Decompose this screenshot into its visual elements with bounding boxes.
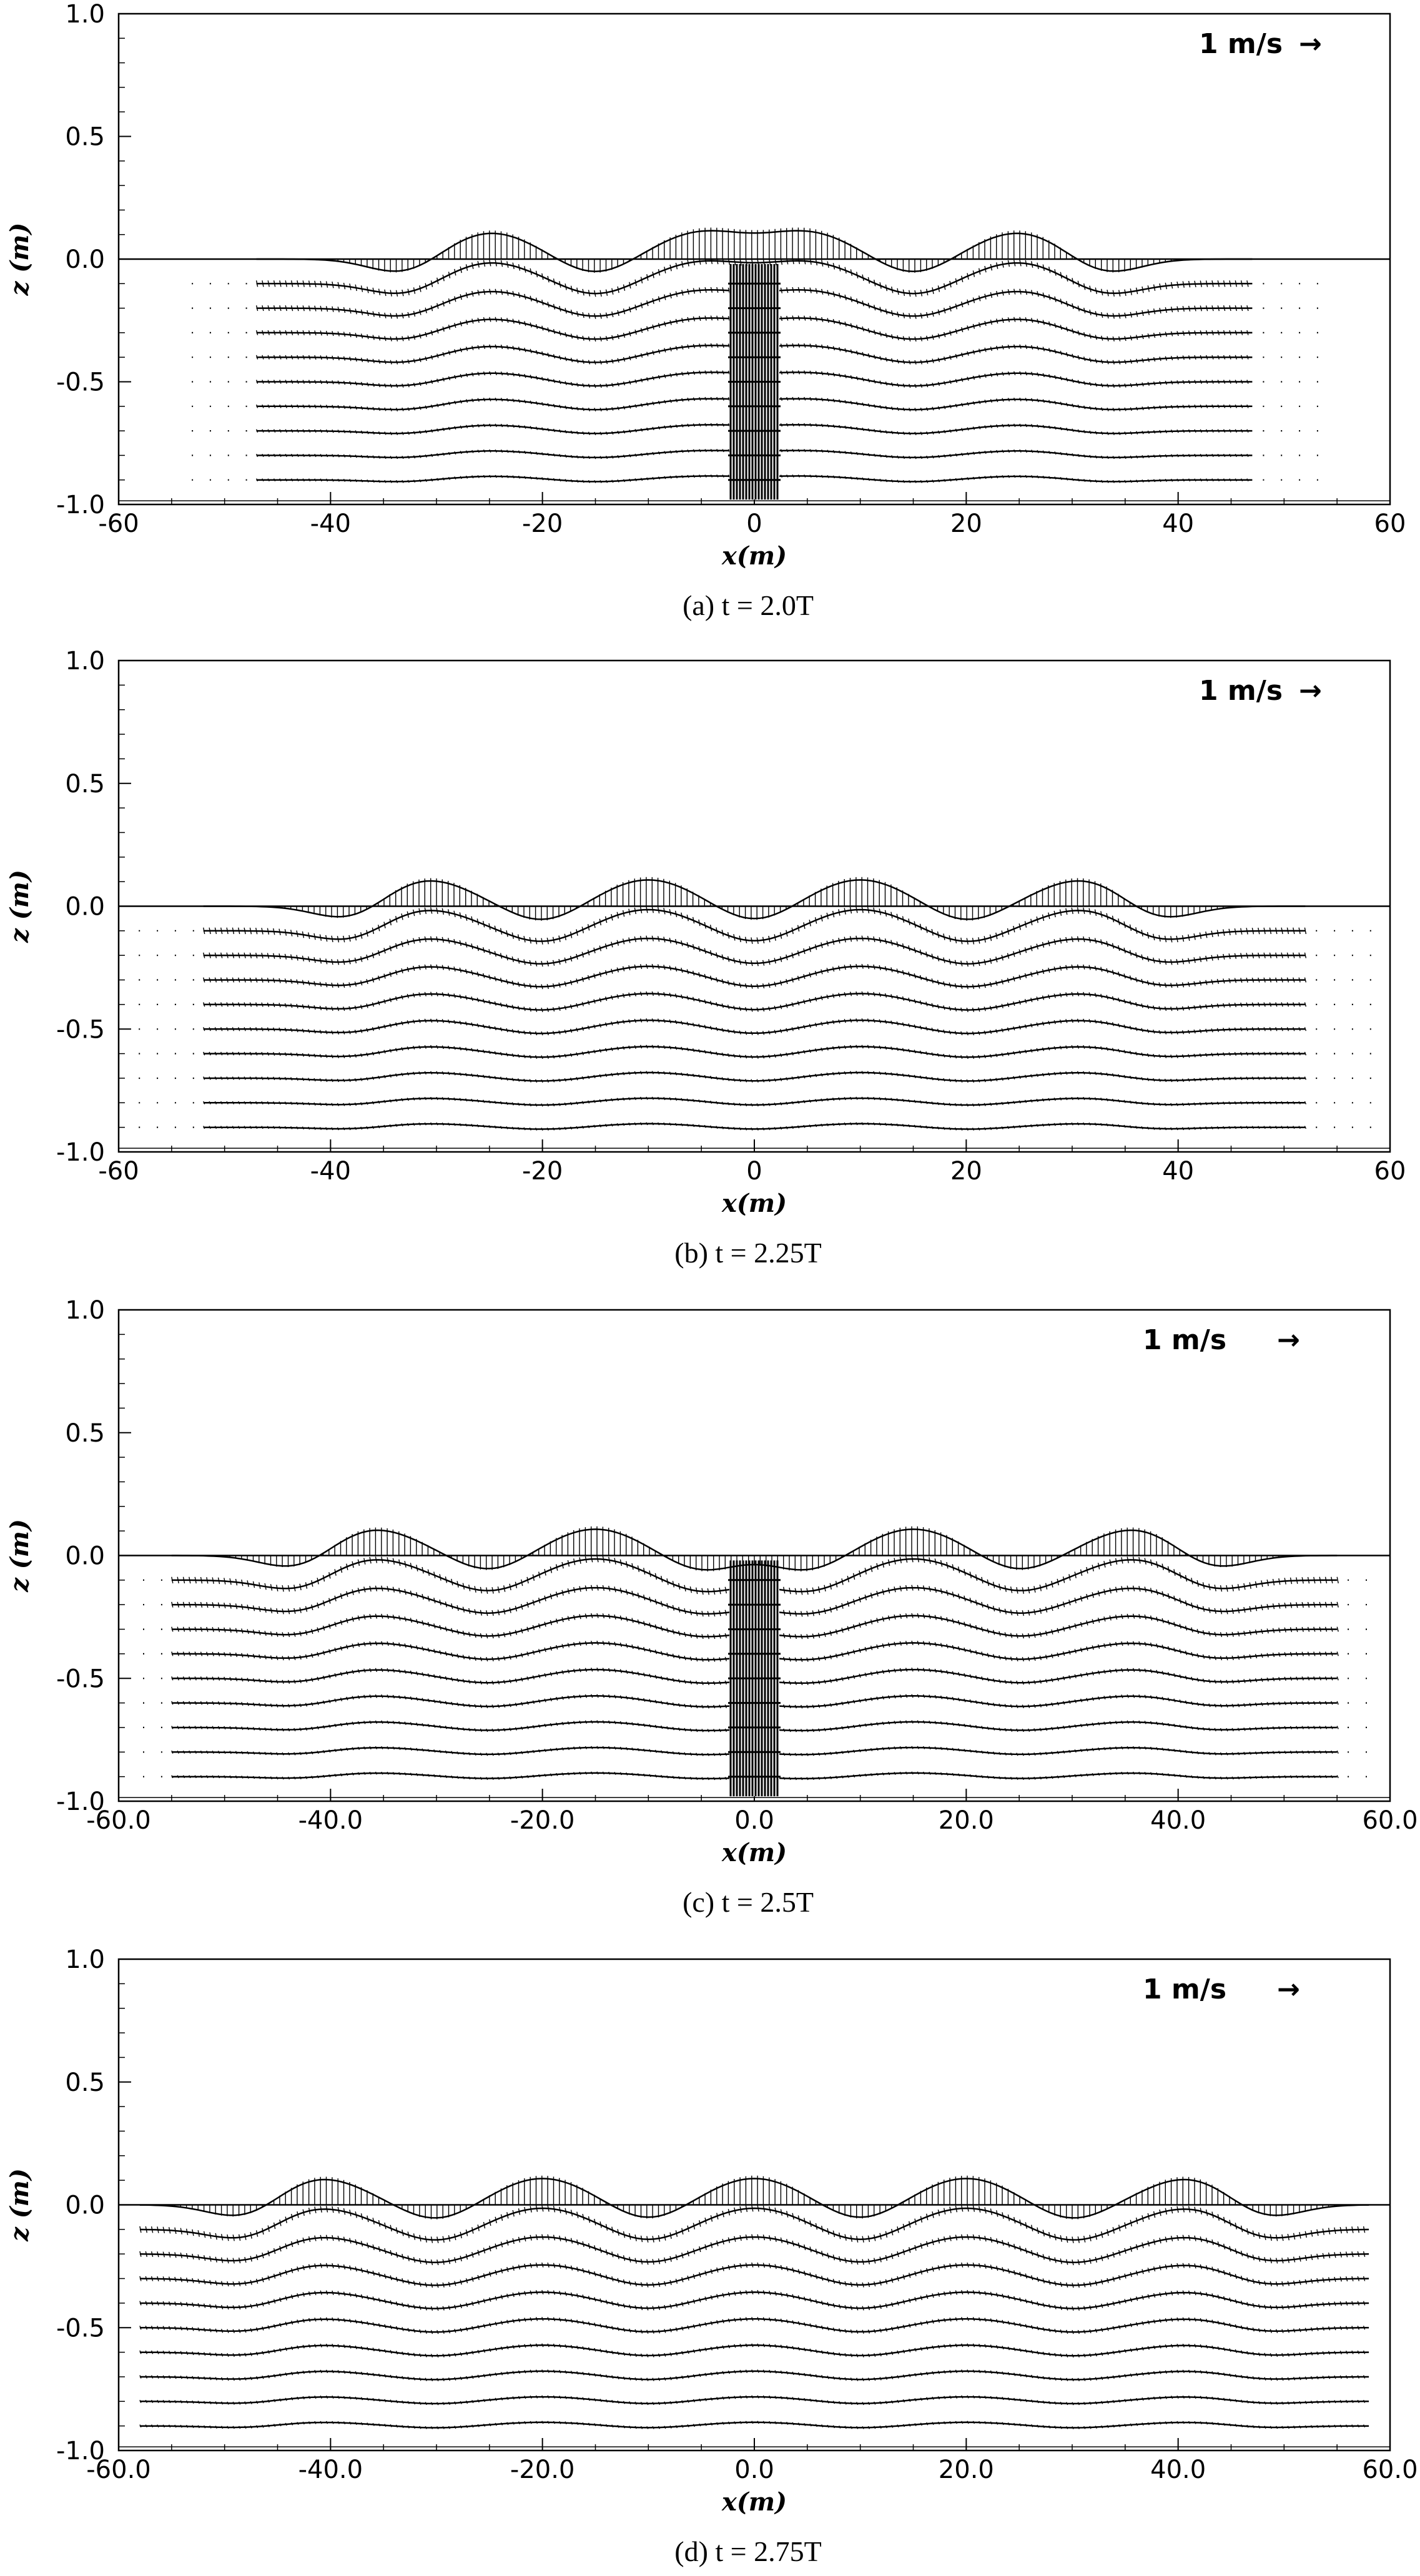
x-tick-label: 60 [1374, 509, 1406, 538]
x-tick-label: 0.0 [734, 2456, 774, 2484]
x-tick-label: -60 [98, 1157, 139, 1186]
y-tick-label: 0.5 [65, 2068, 105, 2097]
y-tick-label: 1.0 [65, 647, 105, 676]
y-tick-label: 1.0 [65, 1945, 105, 1974]
x-tick-label: 20.0 [939, 1806, 994, 1835]
scale-label: 1 m/s [1199, 675, 1283, 707]
x-tick-label: -60 [98, 509, 139, 538]
x-tick-label: 0 [746, 509, 762, 538]
subplot-d: -1.0 -0.5 0.0 0.5 1.0 -60.0 -40.0 -20.0 0.0 20.0 4… [5, 1945, 1418, 2567]
y-axis-label: z (m) [5, 2168, 34, 2242]
y-tick-label: 1.0 [65, 1296, 105, 1325]
x-axis-label: x(m) [721, 541, 787, 571]
jet-vectors [728, 263, 781, 500]
x-tick-label: 20 [950, 509, 982, 538]
y-tick-label: 0.5 [65, 1419, 105, 1448]
y-tick-label: -1.0 [56, 1787, 105, 1816]
x-tick-label: -60.0 [86, 2456, 151, 2484]
x-tick-label: -20 [522, 509, 563, 538]
outer-dots [143, 1579, 1367, 1777]
jet-vectors [728, 1560, 781, 1797]
subplot-b: -1.0 -0.5 0.0 0.5 1.0 -60 -40 -20 0 20 40 60 x(m) z (… [5, 647, 1406, 1269]
x-tick-label: 60.0 [1362, 2456, 1418, 2484]
x-tick-label: 60.0 [1362, 1806, 1418, 1835]
y-tick-label: 0.0 [65, 245, 105, 274]
y-axis-label: z (m) [5, 1519, 34, 1593]
y-tick-label: -0.5 [56, 1015, 105, 1044]
y-tick-label: -1.0 [56, 2437, 105, 2465]
scale-arrow-icon: → [1299, 675, 1322, 707]
x-tick-label: 20 [950, 1157, 982, 1186]
scale-label: 1 m/s [1199, 28, 1283, 60]
x-tick-label: -40 [310, 1157, 351, 1186]
scale-label: 1 m/s [1143, 1324, 1226, 1356]
y-tick-label: 1.0 [65, 0, 105, 29]
x-tick-label: -40.0 [298, 1806, 363, 1835]
subplot-caption: (b) t = 2.25T [674, 1237, 821, 1269]
y-tick-label: 0.0 [65, 2191, 105, 2220]
y-tick-label: 0.0 [65, 1542, 105, 1571]
subplot-a: -1.0 -0.5 0.0 0.5 1.0 -60 -40 -20 0 20 40 60 x(m) z (… [5, 0, 1406, 621]
wave-layer-lines [203, 879, 1306, 1130]
subplot-caption: (a) t = 2.0T [683, 589, 814, 621]
y-tick-label: -1.0 [56, 491, 105, 519]
scale-arrow-icon: → [1277, 1974, 1300, 2005]
x-tick-label: -20.0 [510, 2456, 575, 2484]
x-tick-label: 40 [1162, 1157, 1194, 1186]
subplot-c: -1.0 -0.5 0.0 0.5 1.0 -60.0 -40.0 -20.0 0.0 20.0 4… [5, 1296, 1418, 1918]
x-tick-label: 20.0 [939, 2456, 994, 2484]
velocity-vectors [139, 2175, 1369, 2429]
x-tick-label: -20.0 [510, 1806, 575, 1835]
y-tick-label: -0.5 [56, 368, 105, 397]
x-tick-label: 60 [1374, 1157, 1406, 1186]
vector-strokes [139, 2175, 1366, 2429]
subplot-caption: (c) t = 2.5T [683, 1886, 814, 1918]
y-axis-label: z (m) [5, 870, 34, 943]
velocity-vectors [139, 877, 1371, 1131]
x-axis-label: x(m) [721, 1838, 787, 1867]
scale-label: 1 m/s [1143, 1974, 1226, 2005]
scale-arrow-icon: → [1299, 28, 1322, 60]
y-tick-label: -0.5 [56, 2314, 105, 2342]
x-tick-label: -20 [522, 1157, 563, 1186]
outer-dots [192, 283, 1318, 481]
y-tick-label: 0.5 [65, 770, 105, 799]
central-jet [728, 1560, 781, 1797]
y-axis-label: z (m) [5, 223, 34, 297]
central-jet [728, 263, 781, 500]
x-tick-label: 40 [1162, 509, 1194, 538]
x-tick-label: -40 [310, 509, 351, 538]
wave-layer-lines [139, 2178, 1369, 2429]
x-axis-label: x(m) [721, 2487, 787, 2517]
x-tick-label: 0.0 [734, 1806, 774, 1835]
x-tick-label: -40.0 [298, 2456, 363, 2484]
scale-arrow-icon: → [1277, 1324, 1300, 1356]
y-tick-label: 0.0 [65, 893, 105, 922]
x-tick-label: 40.0 [1150, 1806, 1206, 1835]
y-tick-label: -0.5 [56, 1664, 105, 1693]
y-tick-label: -1.0 [56, 1138, 105, 1167]
x-axis-label: x(m) [721, 1189, 787, 1218]
subplot-caption: (d) t = 2.75T [674, 2535, 821, 2567]
x-tick-label: -60.0 [86, 1806, 151, 1835]
vector-strokes [203, 877, 1307, 1131]
x-tick-label: 0 [746, 1157, 762, 1186]
y-tick-label: 0.5 [65, 123, 105, 152]
x-tick-label: 40.0 [1150, 2456, 1206, 2484]
outer-dots [139, 930, 1371, 1128]
